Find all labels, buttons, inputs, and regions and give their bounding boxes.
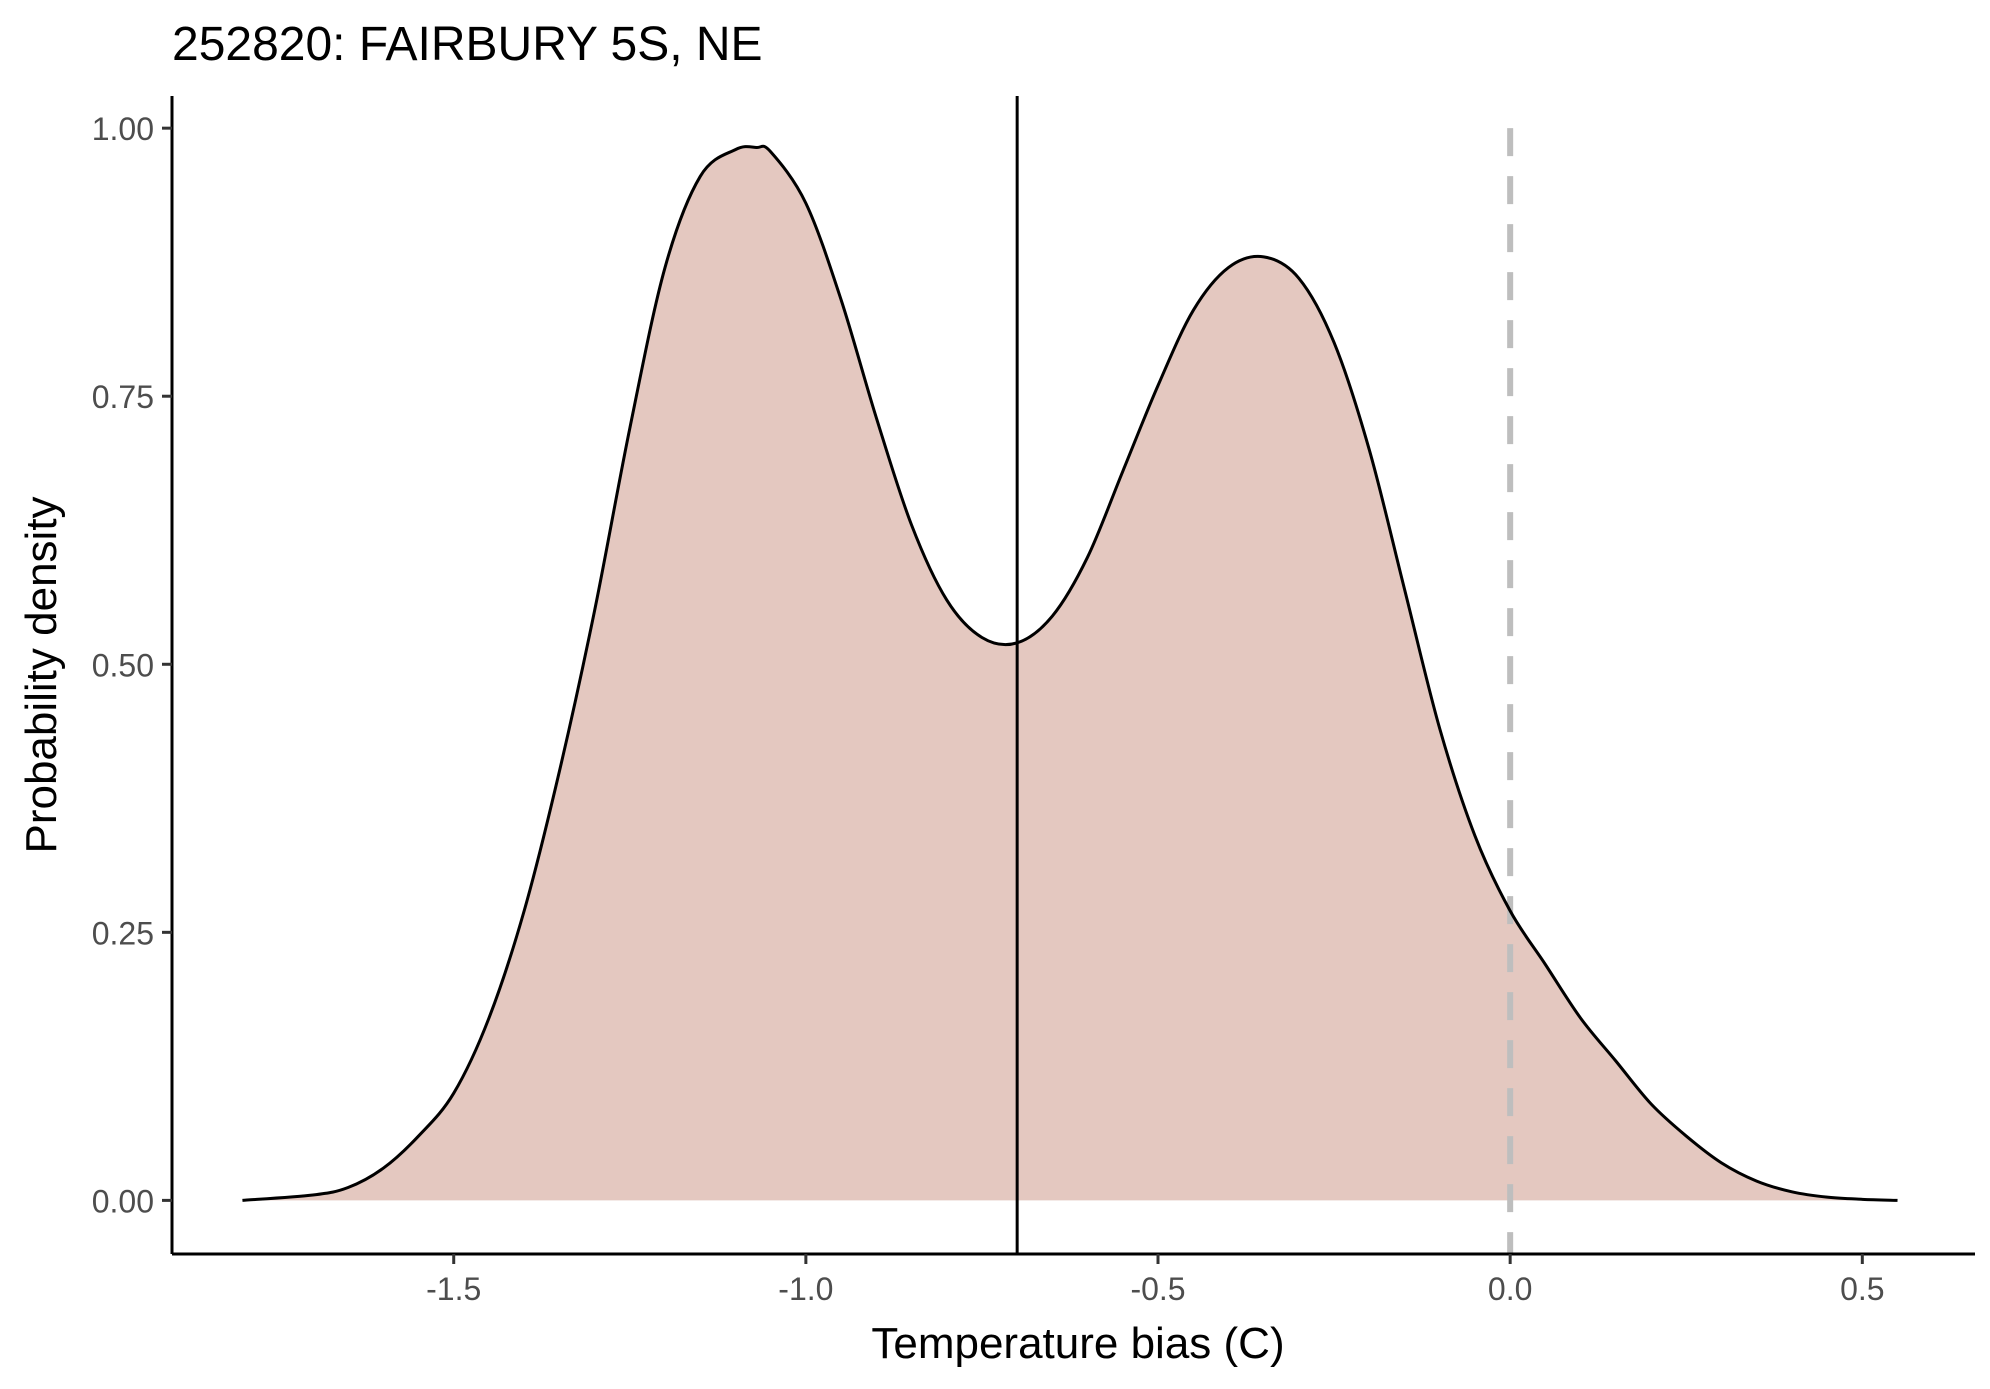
x-tick-label: -0.5 bbox=[1130, 1271, 1185, 1307]
y-tick-label: 0.25 bbox=[92, 915, 154, 951]
x-tick-label: 0.5 bbox=[1840, 1271, 1884, 1307]
y-tick-label: 0.75 bbox=[92, 379, 154, 415]
plot-area bbox=[242, 96, 1898, 1254]
x-tick-label: -1.5 bbox=[426, 1271, 481, 1307]
density-curve bbox=[242, 144, 1898, 1202]
y-tick-label: 1.00 bbox=[92, 111, 154, 147]
x-axis-title: Temperature bias (C) bbox=[871, 1319, 1284, 1368]
y-axis-title: Probability density bbox=[17, 496, 66, 853]
x-tick-label: 0.0 bbox=[1488, 1271, 1532, 1307]
chart-title: 252820: FAIRBURY 5S, NE bbox=[172, 18, 763, 71]
y-tick-label: 0.50 bbox=[92, 647, 154, 683]
density-area bbox=[242, 146, 1898, 1201]
y-tick-label: 0.00 bbox=[92, 1183, 154, 1219]
x-tick-label: -1.0 bbox=[778, 1271, 833, 1307]
axes: 0.00 0.25 0.50 0.75 1.00 -1.5 -1.0 -0.5 0.0 0.5 bbox=[92, 96, 1975, 1307]
